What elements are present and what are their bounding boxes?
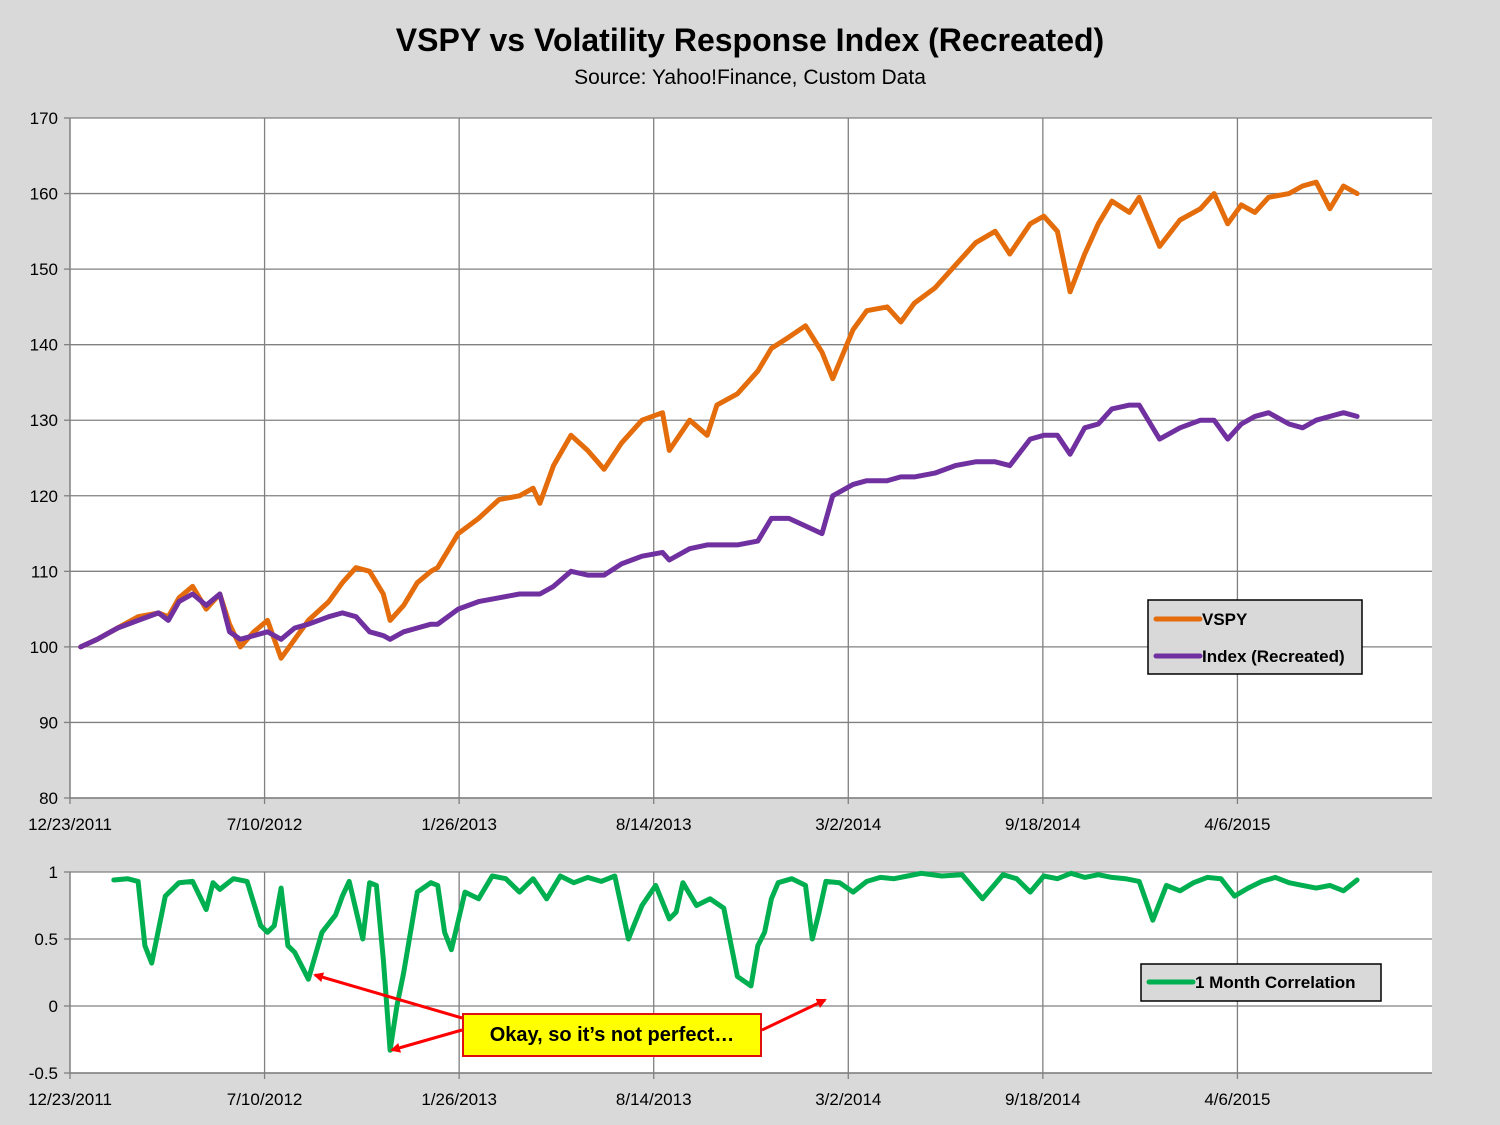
x-tick-label: 9/18/2014 (1005, 815, 1081, 834)
x-tick-label: 4/6/2015 (1204, 815, 1270, 834)
x-tick-label: 12/23/2011 (28, 1090, 112, 1109)
chart-title: VSPY vs Volatility Response Index (Recre… (395, 22, 1105, 58)
x-tick-label: 3/2/2014 (815, 1090, 881, 1109)
y-tick-label: 150 (30, 260, 58, 279)
y-tick-label: 0.5 (34, 930, 58, 949)
y-tick-label: 100 (30, 638, 58, 657)
y-tick-label: 170 (30, 109, 58, 128)
plot-area (70, 118, 1432, 798)
annotation-arrow-left (313, 972, 463, 1020)
x-tick-label: 4/6/2015 (1204, 1090, 1270, 1109)
legend-box (1147, 599, 1363, 675)
y-tick-label: 120 (30, 487, 58, 506)
x-tick-label: 1/26/2013 (421, 815, 497, 834)
y-tick-label: 160 (30, 185, 58, 204)
x-tick-label: 7/10/2012 (227, 815, 303, 834)
y-tick-label: 140 (30, 336, 58, 355)
x-tick-label: 7/10/2012 (227, 1090, 303, 1109)
x-tick-label: 1/26/2013 (421, 1090, 497, 1109)
y-tick-label: 1 (49, 863, 58, 882)
legend-label: Index (Recreated) (1202, 647, 1345, 666)
series-line-1 (78, 402, 1360, 650)
x-tick-label: 8/14/2013 (616, 1090, 692, 1109)
x-tick-label: 12/23/2011 (28, 815, 112, 834)
series-line-0 (78, 179, 1360, 661)
annotation-callout: Okay, so it’s not perfect… (462, 1013, 762, 1057)
legend: VSPY Index (Recreated) (1147, 599, 1363, 675)
legend-label: VSPY (1202, 610, 1248, 629)
y-tick-label: 0 (49, 997, 58, 1016)
price-chart: 80 90 100 110 120 130 140 150 160 170 12/23/2011 7/… (28, 109, 1432, 834)
legend-label: 1 Month Correlation (1195, 973, 1356, 992)
annotation-arrow-bottom (390, 1028, 463, 1053)
annotation-arrow-right (761, 998, 827, 1032)
y-tick-label: 80 (39, 789, 58, 808)
y-tick-label: 130 (30, 411, 58, 430)
x-tick-label: 3/2/2014 (815, 815, 881, 834)
chart-subtitle: Source: Yahoo!Finance, Custom Data (574, 66, 926, 89)
y-tick-label: 90 (39, 713, 58, 732)
y-tick-label: -0.5 (29, 1064, 58, 1083)
series-line-0 (111, 870, 1360, 1053)
legend: 1 Month Correlation (1140, 963, 1382, 1002)
annotation-arrows (313, 972, 827, 1053)
x-tick-label: 9/18/2014 (1005, 1090, 1081, 1109)
correlation-chart: -0.5 0 0.5 1 12/23/2011 7/10/2012 1/26/2013 8/1… (28, 863, 1432, 1109)
y-tick-label: 110 (31, 562, 58, 581)
x-tick-label: 8/14/2013 (616, 815, 692, 834)
